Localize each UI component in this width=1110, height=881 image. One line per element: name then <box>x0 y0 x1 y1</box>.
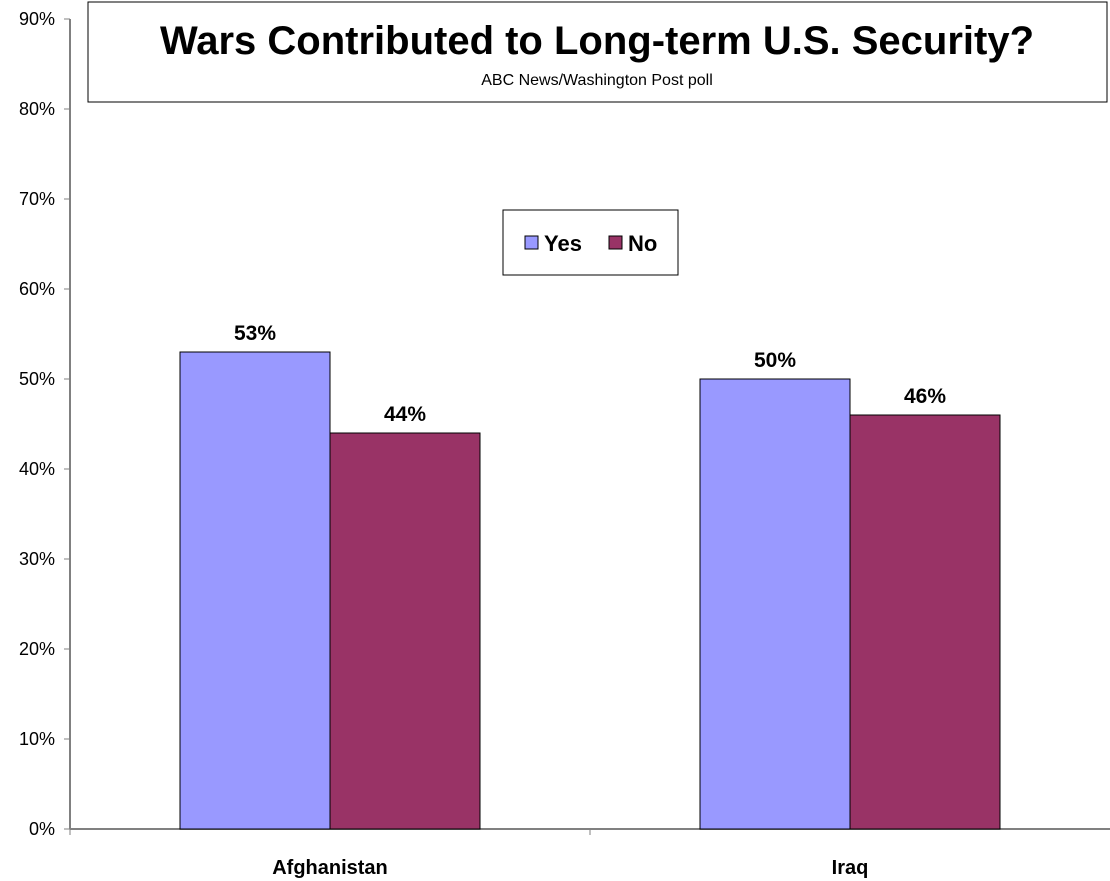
y-tick-label: 40% <box>19 459 55 479</box>
x-ticks <box>69 829 591 835</box>
y-tick-label: 10% <box>19 729 55 749</box>
category-label-iraq: Iraq <box>832 857 869 879</box>
y-tick-label: 0% <box>29 819 55 839</box>
y-tick-label: 60% <box>19 279 55 299</box>
bar-no-iraq <box>849 414 1001 830</box>
bar-yes-afghanistan <box>179 351 331 830</box>
title-box: Wars Contributed to Long-term U.S. Secur… <box>87 1 1108 103</box>
y-tick-label: 90% <box>19 9 55 29</box>
legend: Yes No <box>502 209 679 276</box>
legend-swatch-yes <box>524 235 539 250</box>
y-tick-label: 70% <box>19 189 55 209</box>
data-label-yes-afghanistan: 53% <box>234 322 276 345</box>
y-tick-label: 50% <box>19 369 55 389</box>
data-label-yes-iraq: 50% <box>754 349 796 372</box>
y-ticks: 0% 10% 20% 30% 40% 50% 60% 70% 80% 90% <box>19 9 70 839</box>
data-labels: 53% 44% 50% 46% <box>234 322 946 426</box>
data-label-no-iraq: 46% <box>904 385 946 408</box>
title-box-border <box>87 1 1108 103</box>
bar-no-afghanistan <box>329 432 481 830</box>
bars <box>179 351 1001 830</box>
legend-label-yes: Yes <box>544 231 582 256</box>
y-tick-label: 30% <box>19 549 55 569</box>
legend-swatch-no <box>608 235 623 250</box>
chart-subtitle: ABC News/Washington Post poll <box>481 72 713 89</box>
y-tick-label: 20% <box>19 639 55 659</box>
bar-yes-iraq <box>699 378 851 830</box>
y-tick-label: 80% <box>19 99 55 119</box>
category-label-afghanistan: Afghanistan <box>272 857 388 879</box>
legend-label-no: No <box>628 231 657 256</box>
chart-title: Wars Contributed to Long-term U.S. Secur… <box>160 19 1034 63</box>
category-labels: Afghanistan Iraq <box>272 857 868 879</box>
data-label-no-afghanistan: 44% <box>384 403 426 426</box>
